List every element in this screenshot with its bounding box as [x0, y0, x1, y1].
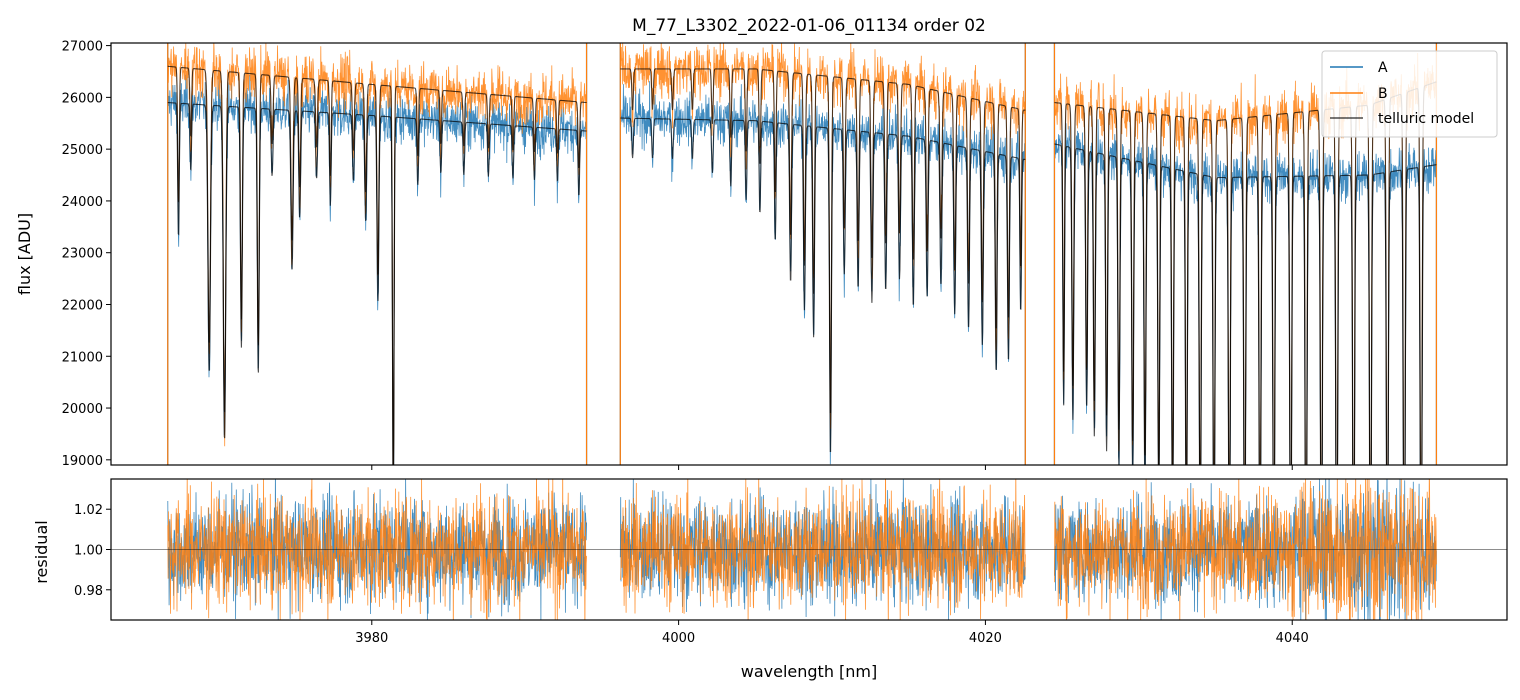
- residual-y-tick-label: 1.00: [74, 544, 103, 559]
- legend-label-telluric-model: telluric model: [1378, 111, 1474, 127]
- flux-y-tick-label: 26000: [62, 91, 103, 106]
- residual-series-b: [167, 479, 1437, 620]
- residual-x-ticks: 3980 4000 4020 4040: [355, 620, 1309, 646]
- x-tick-label: 4040: [1276, 631, 1309, 646]
- flux-y-ticks: 19000 20000 21000 22000 23000 24000 25000 26000…: [62, 40, 111, 469]
- chart-title: M_77_L3302_2022-01-06_01134 order 02: [632, 16, 986, 36]
- residual-y-tick-label: 0.98: [74, 584, 103, 599]
- flux-y-tick-label: 25000: [62, 143, 103, 158]
- flux-y-tick-label: 24000: [62, 195, 103, 210]
- residual-line-b-segment-0: [167, 479, 587, 620]
- residual-plot-area: [111, 479, 1507, 620]
- residual-line-b-segment-2: [1054, 479, 1437, 620]
- residual-y-tick-label: 1.02: [74, 503, 103, 518]
- flux-line-b-segment-1: [619, 43, 1026, 429]
- flux-y-tick-label: 19000: [62, 454, 103, 469]
- telluric-model-line-b-segment-1: [620, 68, 1026, 414]
- x-tick-label: 4020: [969, 631, 1002, 646]
- flux-y-tick-label: 21000: [62, 350, 103, 365]
- flux-axes-frame: [110, 42, 1508, 466]
- legend-label-b: B: [1378, 86, 1388, 102]
- residual-y-axis-label: residual: [32, 520, 51, 583]
- legend-box: [1321, 50, 1498, 138]
- residual-y-ticks: 0.98 1.00 1.02: [74, 503, 111, 599]
- flux-plot-area: [167, 43, 1438, 465]
- x-tick-label: 3980: [355, 631, 388, 646]
- telluric-model-line-b-segment-0: [167, 65, 587, 465]
- flux-y-tick-label: 23000: [62, 247, 103, 262]
- flux-y-tick-label: 22000: [62, 298, 103, 313]
- series-b: [167, 43, 1438, 465]
- x-tick-label: 4000: [662, 631, 695, 646]
- flux-y-axis-label: flux [ADU]: [15, 213, 34, 295]
- residual-line-b-segment-1: [619, 479, 1026, 620]
- flux-y-tick-label: 27000: [62, 40, 103, 55]
- flux-x-ticks: [371, 465, 1293, 470]
- flux-line-a-segment-1: [619, 81, 1026, 465]
- legend: A B telluric model: [1321, 50, 1498, 138]
- legend-label-a: A: [1378, 60, 1388, 76]
- x-axis-label: wavelength [nm]: [741, 662, 878, 681]
- flux-y-tick-label: 20000: [62, 402, 103, 417]
- telluric-model-line-a-segment-1: [620, 117, 1026, 453]
